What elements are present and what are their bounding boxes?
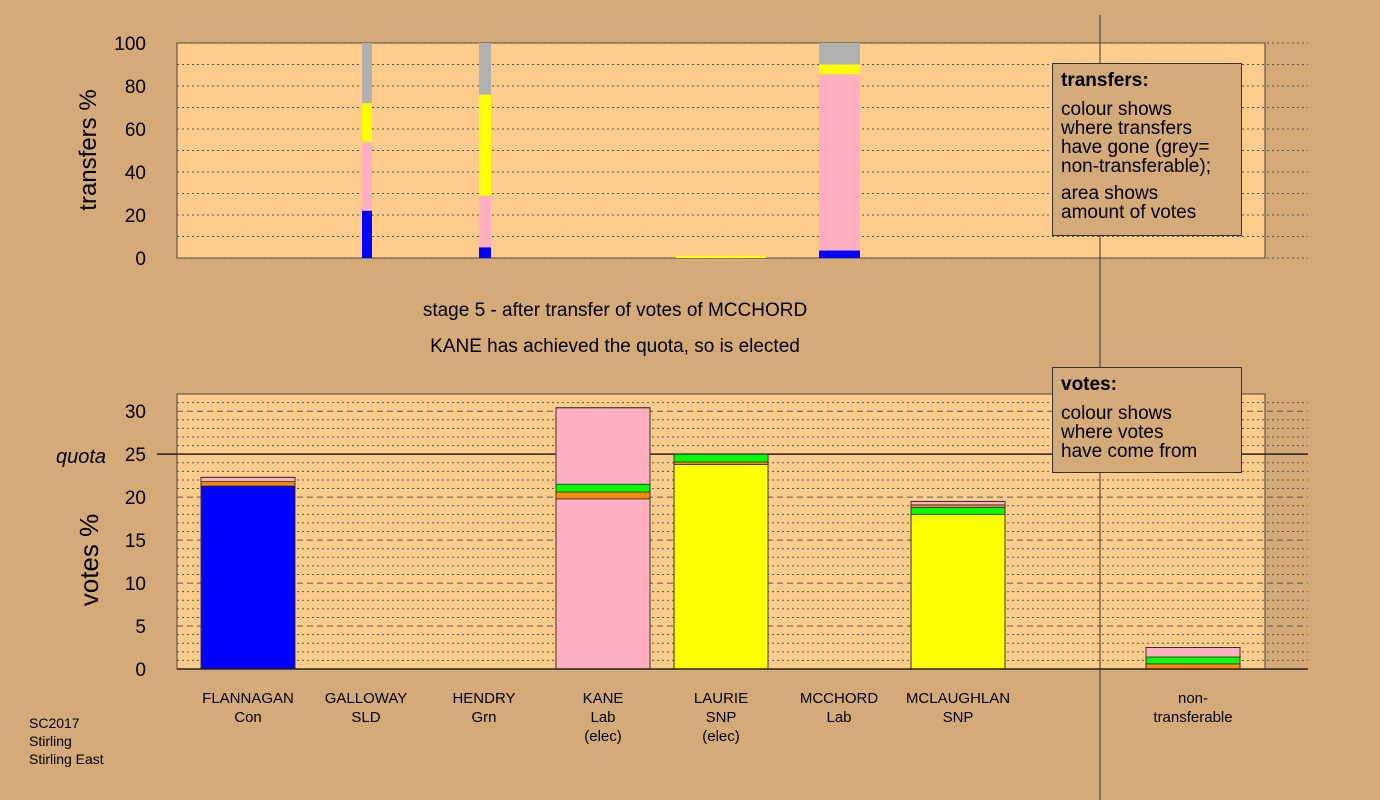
election-code: SC2017 [29, 715, 80, 731]
vote-segment [200, 481, 296, 487]
votes-tick-label: 30 [125, 402, 146, 423]
candidate-label: (elec) [702, 728, 740, 745]
transfer-segment [479, 94, 491, 196]
vote-segment [555, 483, 651, 493]
votes-tick-label: 5 [135, 617, 146, 638]
transfer-segment [819, 43, 860, 65]
candidate-label: (elec) [584, 728, 622, 745]
vote-segment [555, 407, 651, 485]
candidate-label: MCCHORD [800, 690, 878, 707]
stage-caption: stage 5 - after transfer of votes of MCC… [422, 300, 808, 321]
vote-segment [1145, 647, 1241, 658]
transfer-segment [362, 43, 372, 104]
votes-legend-title: votes: [1061, 374, 1117, 395]
candidate-label: Grn [471, 709, 496, 726]
candidate-label: GALLOWAY [325, 690, 408, 707]
votes-axis-label: votes % [74, 514, 104, 607]
transfers-legend-title: transfers: [1061, 70, 1149, 91]
transfer-segment [479, 247, 491, 258]
transfers-legend-line: colour shows [1061, 99, 1172, 120]
votes-legend-line: have come from [1061, 441, 1198, 462]
candidate-label: Con [234, 709, 262, 726]
transfers-legend-line: amount of votes [1061, 202, 1197, 223]
transfers-tick-label: 60 [125, 120, 146, 141]
transfers-tick-label: 20 [125, 206, 146, 227]
transfer-segment [362, 103, 372, 142]
candidate-label: Lab [590, 709, 615, 726]
quota-label: quota [56, 446, 106, 468]
transfer-segment [676, 255, 766, 258]
transfer-segment [479, 195, 491, 248]
vote-segment [1145, 656, 1241, 665]
vote-segment [673, 464, 769, 670]
candidate-label: SLD [351, 709, 380, 726]
transfers-tick-label: 0 [135, 249, 146, 270]
transfers-legend-line: have gone (grey= [1061, 137, 1210, 158]
transfers-tick-label: 80 [125, 77, 146, 98]
candidate-label: KANE [583, 690, 624, 707]
council-name: Stirling [29, 733, 72, 749]
vote-segment [200, 485, 296, 670]
transfers-tick-label: 100 [114, 34, 146, 55]
candidate-label: non- [1178, 690, 1208, 707]
vote-segment [673, 453, 769, 463]
vote-segment [555, 498, 651, 670]
vote-segment [910, 507, 1006, 515]
votes-legend-line: colour shows [1061, 403, 1172, 424]
vote-segment [555, 491, 651, 500]
election-footer: SC2017 Stirling Stirling East [29, 714, 104, 768]
transfers-axis-label: transfers % [75, 89, 102, 210]
transfers-legend: transfers: colour shows where transfers … [1052, 63, 1242, 236]
vote-segment [1145, 663, 1241, 670]
candidate-label: LAURIE [694, 690, 748, 707]
transfers-legend-line: where transfers [1061, 118, 1192, 139]
transfer-segment [362, 141, 372, 211]
vote-segment [910, 513, 1006, 670]
candidate-label: SNP [943, 709, 974, 726]
candidate-label: FLANNAGAN [202, 690, 294, 707]
votes-tick-label: 0 [135, 660, 146, 681]
candidate-label: MCLAUGHLAN [906, 690, 1010, 707]
transfer-segment [479, 43, 491, 95]
votes-legend-line: where votes [1061, 422, 1164, 443]
votes-legend: votes: colour shows where votes have com… [1052, 367, 1242, 473]
transfer-segment [362, 210, 372, 258]
result-caption: KANE has achieved the quota, so is elect… [430, 336, 800, 357]
votes-tick-label: 20 [125, 488, 146, 509]
transfers-legend-line: non-transferable); [1061, 156, 1211, 177]
votes-tick-label: 10 [125, 574, 146, 595]
votes-tick-label: 15 [125, 531, 146, 552]
candidate-label: Lab [826, 709, 851, 726]
transfer-segment [819, 250, 860, 258]
transfers-tick-label: 40 [125, 163, 146, 184]
votes-tick-label: 25 [125, 445, 146, 466]
transfer-segment [819, 74, 860, 251]
vote-segment [910, 501, 1006, 506]
transfers-legend-line: area shows [1061, 183, 1159, 204]
candidate-label: HENDRY [452, 690, 515, 707]
ward-name: Stirling East [29, 751, 104, 767]
candidate-label: SNP [706, 709, 737, 726]
candidate-label: transferable [1153, 709, 1232, 726]
transfer-segment [819, 64, 860, 75]
vote-segment [200, 476, 296, 483]
